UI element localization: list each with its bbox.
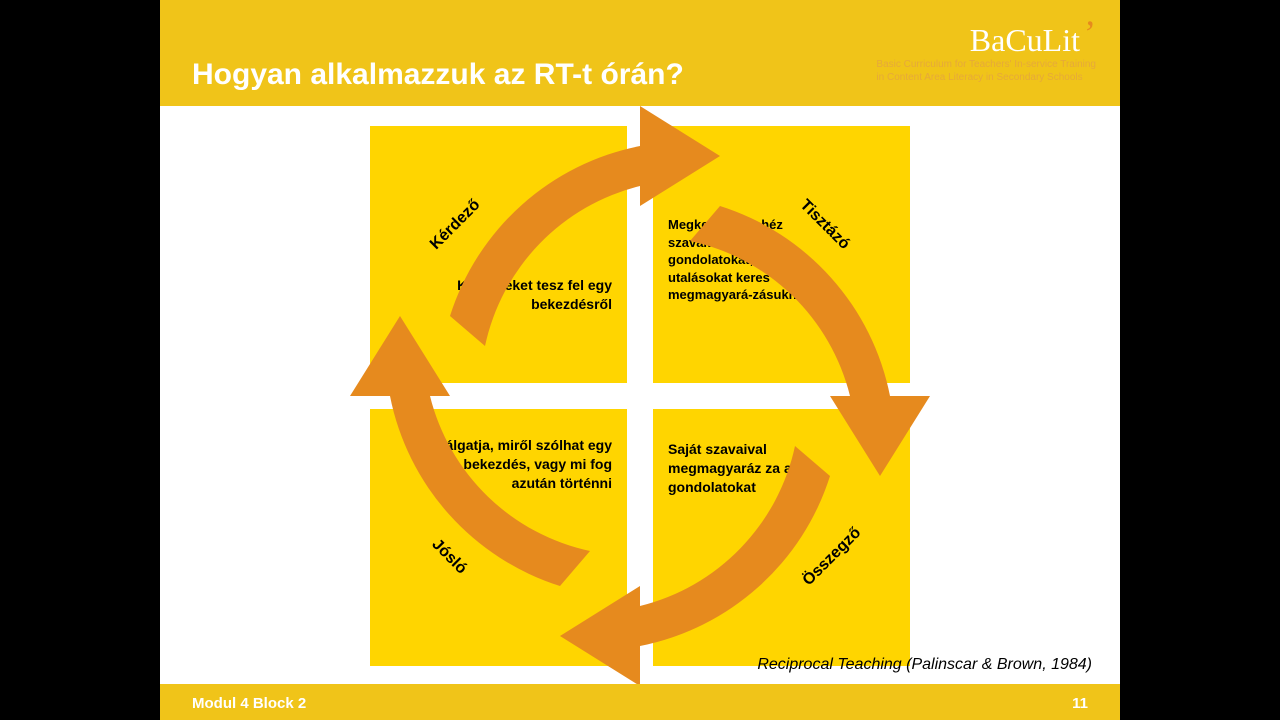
tagline-line2: in Content Area Literacy in Secondary Sc…	[876, 72, 1082, 83]
footer-left: Modul 4 Block 2	[192, 695, 306, 712]
citation: Reciprocal Teaching (Palinscar & Brown, …	[757, 656, 1092, 674]
logo-tagline: Basic Curriculum for Teachers' In-servic…	[876, 58, 1096, 84]
logo: BaCuLit’	[970, 18, 1096, 60]
tagline-line1: Basic Curriculum for Teachers' In-servic…	[876, 59, 1096, 70]
slide-title: Hogyan alkalmazzuk az RT-t órán?	[192, 58, 684, 92]
slide: Hogyan alkalmazzuk az RT-t órán? BaCuLit…	[160, 0, 1120, 720]
quadrant-top-right: Megkeresi a nehéz szavakat vagy gondolat…	[650, 126, 910, 386]
desc-top-left: Kérdéseket tesz fel egy bekezdésről	[422, 276, 612, 314]
logo-quote-icon: ’	[1084, 13, 1096, 53]
quadrant-top-left: Kérdéseket tesz fel egy bekezdésről	[370, 126, 630, 386]
slide-footer: Modul 4 Block 2 11	[160, 684, 1120, 720]
desc-top-right: Megkeresi a nehéz szavakat vagy gondolat…	[668, 216, 838, 304]
quadrant-bottom-left: Találgatja, miről szólhat egy bekezdés, …	[370, 406, 630, 666]
desc-bottom-left: Találgatja, miről szólhat egy bekezdés, …	[422, 436, 612, 493]
quadrant-bottom-right: Saját szavaival megmagyaráz za a fő gond…	[650, 406, 910, 666]
gap-horizontal	[370, 383, 910, 409]
logo-text: BaCuLit	[970, 22, 1080, 58]
footer-page-number: 11	[1072, 695, 1088, 712]
desc-bottom-right: Saját szavaival megmagyaráz za a fő gond…	[668, 440, 838, 497]
cycle-diagram: Kérdéseket tesz fel egy bekezdésről Megk…	[370, 126, 910, 666]
slide-header: Hogyan alkalmazzuk az RT-t órán? BaCuLit…	[160, 0, 1120, 106]
